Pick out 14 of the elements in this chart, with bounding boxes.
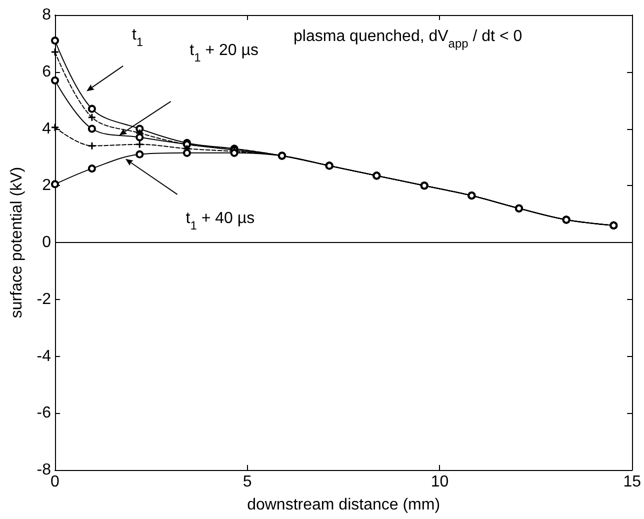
y-tick-label: -6: [36, 404, 52, 422]
y-tick-label: -2: [36, 290, 52, 308]
y-tick-label: 4: [42, 120, 52, 138]
y-tick-label: 2: [42, 177, 52, 194]
y-tick-label: -8: [36, 462, 52, 478]
y-tick-label: 0: [42, 234, 52, 251]
x-tick-label: 5: [242, 474, 252, 490]
x-tick-label: 15: [623, 474, 642, 490]
x-tick-label: 10: [430, 474, 449, 490]
y-tick-label: 8: [42, 6, 52, 24]
y-axis-title: surface potential (kV): [8, 166, 26, 318]
y-tick-label: 6: [42, 63, 52, 80]
x-axis-title: downstream distance (mm): [247, 496, 440, 514]
y-tick-label: -4: [36, 348, 52, 365]
